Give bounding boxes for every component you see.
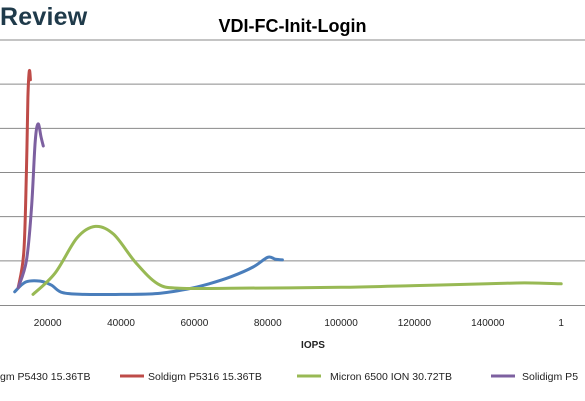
series-line xyxy=(16,68,32,289)
gridlines xyxy=(0,39,585,262)
x-tick-label: 120000 xyxy=(398,318,432,329)
series-line xyxy=(13,255,284,297)
x-axis-label: IOPS xyxy=(301,340,325,351)
x-tick-label: 40000 xyxy=(107,318,135,329)
legend: gm P5430 15.36TB Soldigm P5316 15.36TB Mic… xyxy=(0,371,578,383)
legend-label: Soldigm P5316 15.36TB xyxy=(148,371,262,383)
x-tick-label: 1 xyxy=(558,318,564,329)
brand-logo-text: Review xyxy=(0,3,88,31)
series-lines xyxy=(13,68,563,297)
x-tick-label: 140000 xyxy=(471,318,505,329)
chart-title: VDI-FC-Init-Login xyxy=(218,16,367,36)
series-line xyxy=(16,122,45,289)
legend-label: Micron 6500 ION 30.72TB xyxy=(330,371,452,383)
x-tick-label: 80000 xyxy=(254,318,282,329)
x-tick-label: 60000 xyxy=(180,318,208,329)
series-line xyxy=(31,224,563,296)
x-axis: 20000 40000 60000 80000 100000 120000 140000 1 xyxy=(0,305,585,329)
legend-label: gm P5430 15.36TB xyxy=(0,371,90,383)
x-tick-label: 20000 xyxy=(34,318,62,329)
x-tick-label: 100000 xyxy=(324,318,358,329)
legend-label: Solidigm P5 xyxy=(522,371,578,383)
